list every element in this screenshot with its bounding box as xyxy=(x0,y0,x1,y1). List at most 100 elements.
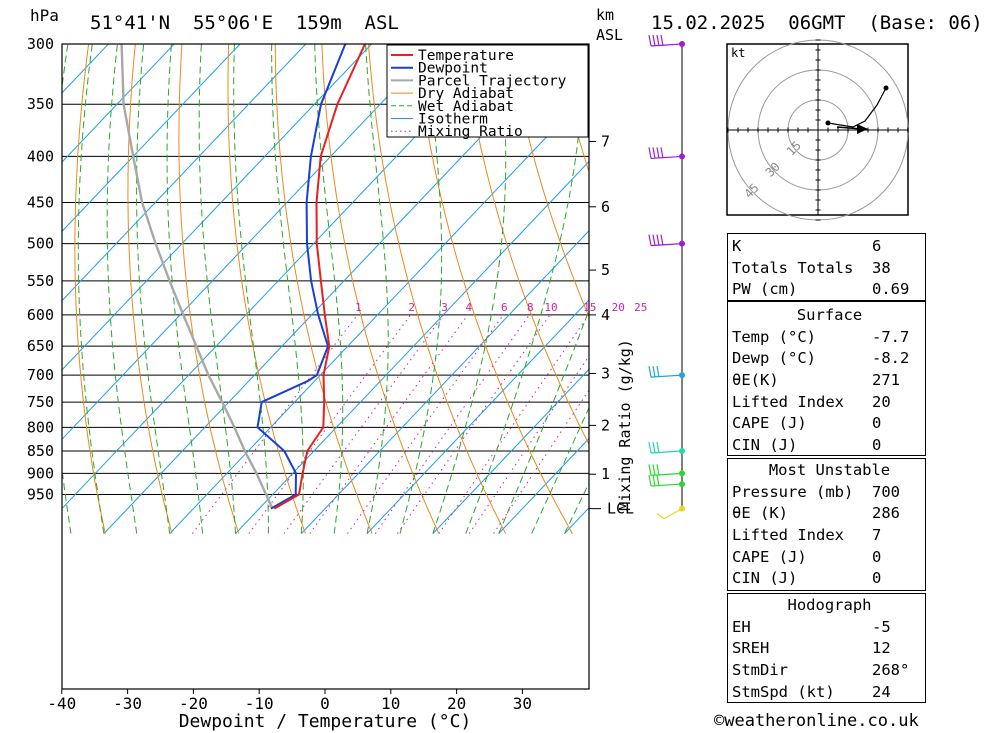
dry-adiabat xyxy=(178,44,240,534)
hodo-value: 24 xyxy=(872,682,891,701)
wet-adiabat xyxy=(465,44,585,534)
mixing-ratio-tick-label: 4 xyxy=(466,301,473,314)
wind-barb-flag xyxy=(652,474,656,487)
hodograph-trace xyxy=(827,87,887,128)
isotherm xyxy=(62,44,373,371)
wind-barb-flag xyxy=(656,464,660,476)
pw-label: PW (cm) xyxy=(732,280,798,299)
pressure-unit-label: hPa xyxy=(30,6,59,25)
wind-barb-shaft xyxy=(650,472,683,476)
surface-row: θE(K) 271 xyxy=(727,370,927,392)
wind-barb-flag xyxy=(648,147,652,159)
pressure-tick-label: 800 xyxy=(27,418,54,436)
mixing-ratio-tick-label: 15 xyxy=(583,301,596,314)
pw-value: 0.69 xyxy=(872,280,910,299)
dry-adiabat xyxy=(74,44,106,534)
hodo-label: StmDir xyxy=(732,661,788,680)
storm-motion-arrowhead xyxy=(857,124,868,134)
hodo-row: SREH 12 xyxy=(727,638,927,660)
index-row-totals: Totals Totals 38 xyxy=(727,258,927,280)
hodo-row: EH -5 xyxy=(727,617,927,639)
pressure-tick-label: 700 xyxy=(27,366,54,384)
totals-value: 38 xyxy=(872,258,891,277)
mu-value: 7 xyxy=(872,526,882,545)
legend-label: Dewpoint xyxy=(418,61,488,77)
km-tick-label: 3 xyxy=(601,364,610,382)
totals-label: Totals Totals xyxy=(732,258,854,277)
most-unstable-title: Most Unstable xyxy=(768,461,891,480)
isotherm xyxy=(366,299,589,534)
isotherm xyxy=(235,160,589,534)
mixing-ratio-tick-label: 6 xyxy=(501,301,508,314)
surface-value: 0 xyxy=(872,435,882,454)
wind-barb-shaft xyxy=(650,155,683,160)
surface-label: CIN (J) xyxy=(732,435,798,454)
wind-barb xyxy=(648,147,685,160)
mu-label: θE (K) xyxy=(732,504,788,523)
wet-adiabat xyxy=(432,44,507,534)
legend-label: Isotherm xyxy=(418,112,488,128)
wet-adiabat xyxy=(198,44,236,534)
temperature-tick-label: -10 xyxy=(245,694,274,713)
dry-adiabat xyxy=(414,44,573,534)
hodo-row: StmSpd (kt) 24 xyxy=(727,681,927,703)
dry-adiabat xyxy=(127,44,173,534)
mu-row: CAPE (J) 0 xyxy=(727,546,927,568)
wind-barb-flag xyxy=(660,234,664,246)
wind-barb xyxy=(648,474,685,488)
copyright-link[interactable]: ©weatheronline.co.uk xyxy=(714,711,919,731)
legend-label: Temperature xyxy=(418,48,514,64)
wet-adiabat xyxy=(314,44,344,534)
legend-label: Mixing Ratio xyxy=(418,124,523,140)
wind-barb-shaft xyxy=(650,243,683,247)
mu-row: CIN (J) 0 xyxy=(727,568,927,590)
surface-value: -8.2 xyxy=(872,349,910,368)
wind-barb-flag xyxy=(648,234,652,246)
pressure-tick-label: 650 xyxy=(27,337,54,355)
surface-value: 271 xyxy=(872,371,900,390)
wind-barb-flag xyxy=(648,474,652,487)
wet-adiabat xyxy=(531,406,589,534)
surface-row: Temp (°C) -7.7 xyxy=(727,327,927,349)
wind-barb-flag xyxy=(648,34,652,47)
legend-box xyxy=(386,44,589,138)
pressure-tick-label: 850 xyxy=(27,442,54,460)
dry-adiabat xyxy=(985,0,1000,534)
wind-barb-flag xyxy=(656,441,660,454)
wind-barb-flag xyxy=(656,234,660,246)
surface-title: Surface xyxy=(796,306,863,325)
mixing-ratio-line xyxy=(438,314,589,534)
wind-barb-shaft xyxy=(650,374,683,378)
mixing-ratio-tick-label: 10 xyxy=(544,301,557,314)
mu-value: 286 xyxy=(872,504,900,523)
mixing-ratio-axis-title: Mixing Ratio (g/kg) xyxy=(616,339,634,511)
wind-barb xyxy=(648,464,685,477)
hodograph-title: Hodograph xyxy=(787,596,872,615)
temperature-tick-label: 30 xyxy=(513,694,532,713)
mu-value: 700 xyxy=(872,482,900,501)
wet-adiabat xyxy=(136,44,171,534)
dry-adiabat xyxy=(367,44,507,534)
dry-adiabat xyxy=(554,44,589,174)
km-tick-label: 2 xyxy=(601,416,610,434)
wind-barb-flag xyxy=(652,366,656,378)
surface-row: Dewp (°C) -8.2 xyxy=(727,348,927,370)
hodo-label: StmSpd (kt) xyxy=(732,682,835,701)
hodo-row: StmDir 268° xyxy=(727,660,927,682)
pressure-tick-label: 900 xyxy=(27,464,54,482)
pressure-tick-label: 400 xyxy=(27,147,54,165)
wind-barb-flag xyxy=(648,366,652,378)
temperature-tick-label: 0 xyxy=(320,694,330,713)
surface-table: Surface Temp (°C) -7.7 Dewp (°C) -8.2 θE(K… xyxy=(727,305,927,456)
pressure-tick-label: 300 xyxy=(27,35,54,53)
wind-barb xyxy=(656,505,685,520)
surface-label: Dewp (°C) xyxy=(732,349,816,368)
wind-barb-shaft xyxy=(650,43,683,47)
hodograph-point xyxy=(825,120,831,126)
wind-barb xyxy=(648,34,685,47)
datetime-label: 15.02.2025 06GMT (Base: 06) xyxy=(651,12,983,34)
wet-adiabat xyxy=(166,44,204,534)
wind-barb xyxy=(648,234,685,247)
